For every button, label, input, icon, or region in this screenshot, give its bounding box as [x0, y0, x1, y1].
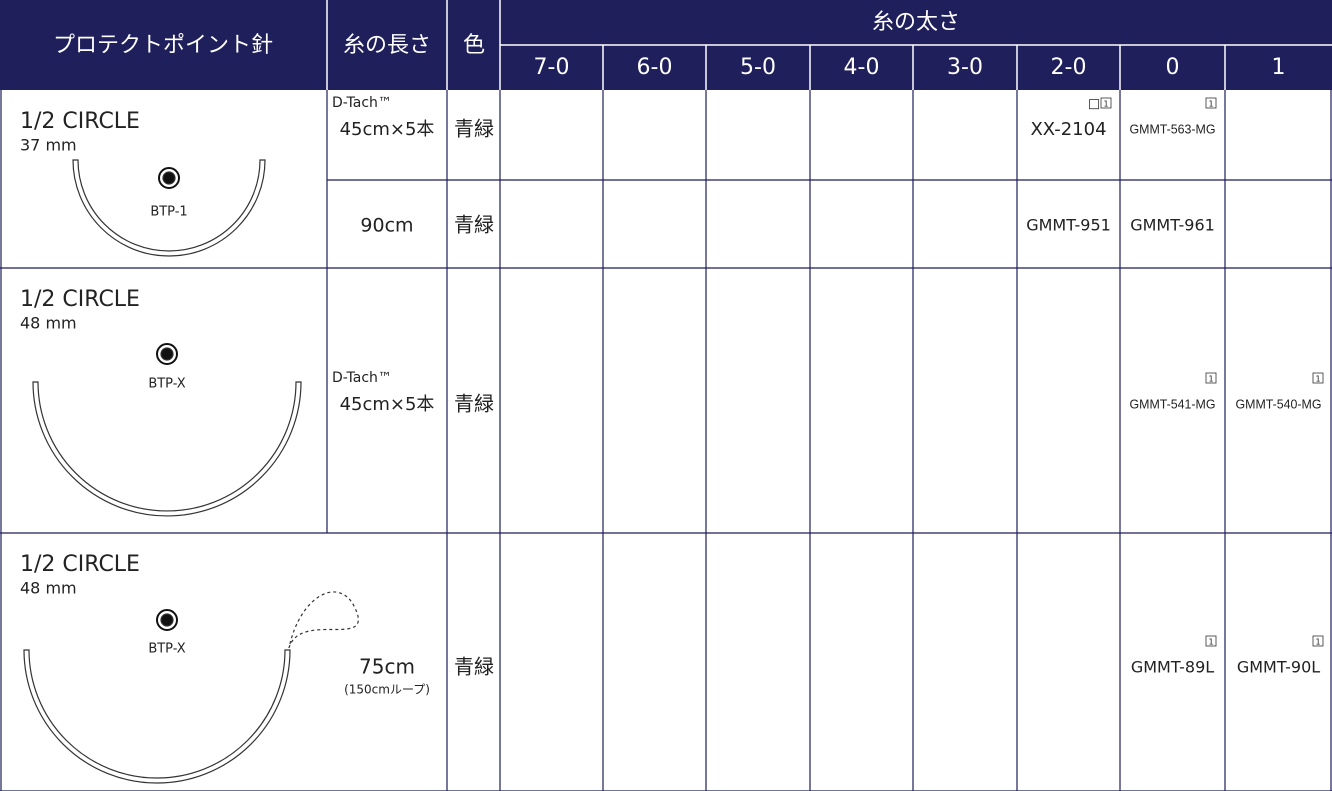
needle-code: BTP-X	[148, 642, 185, 657]
color: 青緑	[454, 213, 494, 237]
product-mark: 1	[1103, 100, 1108, 109]
size-label: 5-0	[740, 55, 776, 80]
product-mark: 1	[1208, 100, 1213, 109]
size-label: 4-0	[844, 55, 880, 80]
mark-box	[1100, 97, 1112, 109]
needle-size: 37 mm	[20, 136, 77, 155]
length-prefix: D-Tach™	[332, 370, 392, 386]
length-note: (150cmループ)	[344, 683, 430, 697]
size-label: 2-0	[1051, 55, 1087, 80]
product-mark: 1	[1208, 638, 1213, 647]
color: 青緑	[454, 655, 494, 679]
color: 青緑	[454, 392, 494, 416]
size-label: 3-0	[947, 55, 983, 80]
header-color: 色	[463, 33, 485, 58]
header-needle: プロテクトポイント針	[53, 33, 273, 58]
mark-box	[1205, 97, 1217, 109]
product-code: GMMT-541-MG	[1130, 396, 1216, 411]
length: 90cm	[360, 215, 413, 237]
needle-code: BTP-1	[150, 205, 187, 220]
header-dividers	[326, 0, 1332, 90]
needle-art	[23, 159, 359, 784]
product-code: GMMT-540-MG	[1236, 396, 1322, 411]
size-label: 6-0	[637, 55, 673, 80]
needle-shape: 1/2 CIRCLE	[20, 109, 140, 134]
length-prefix: D-Tach™	[332, 95, 392, 111]
product-code: GMMT-90L	[1237, 658, 1320, 677]
color: 青緑	[454, 117, 494, 141]
needle-shape: 1/2 CIRCLE	[20, 287, 140, 312]
product-mark: 1	[1315, 638, 1320, 647]
header-length: 糸の長さ	[343, 33, 431, 58]
size-label: 1	[1272, 55, 1286, 80]
product-mark: □	[1088, 97, 1100, 112]
product-mark: 1	[1315, 375, 1320, 384]
product-code: GMMT-89L	[1131, 658, 1214, 677]
header-thickness: 糸の太さ	[872, 10, 960, 35]
mark-box	[1312, 372, 1324, 384]
needle-shape: 1/2 CIRCLE	[20, 552, 140, 577]
needle-size: 48 mm	[20, 314, 77, 333]
length: 45cm×5本	[340, 119, 435, 140]
product-code: GMMT-951	[1026, 216, 1111, 235]
needle-size: 48 mm	[20, 579, 77, 598]
mark-box	[1312, 635, 1324, 647]
product-code: GMMT-563-MG	[1130, 121, 1216, 136]
size-label: 0	[1166, 55, 1180, 80]
product-code: GMMT-961	[1130, 216, 1215, 235]
mark-box	[1205, 635, 1217, 647]
mark-box	[1205, 372, 1217, 384]
length: 45cm×5本	[340, 394, 435, 415]
product-mark: 1	[1208, 375, 1213, 384]
size-label: 7-0	[534, 55, 570, 80]
product-code: XX-2104	[1030, 119, 1106, 140]
needle-code: BTP-X	[148, 377, 185, 392]
length: 75cm	[359, 655, 415, 679]
